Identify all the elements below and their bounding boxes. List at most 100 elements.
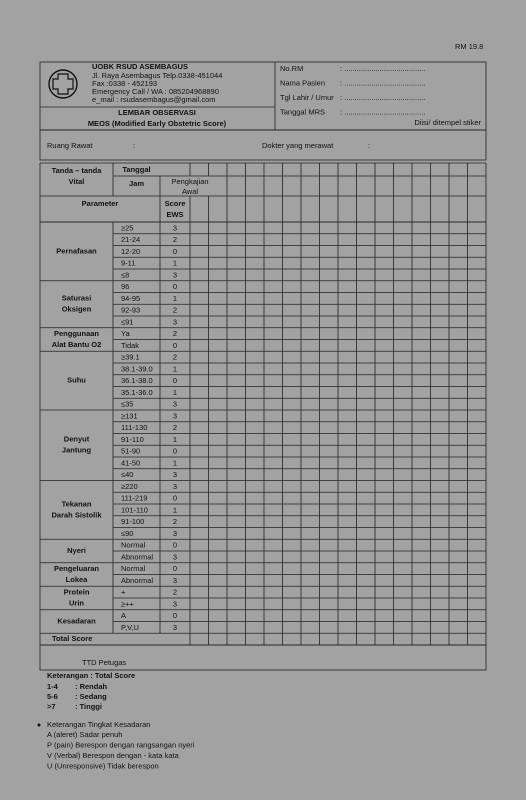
range-cell: Ya	[121, 329, 130, 338]
header-cell: Vital	[69, 177, 85, 186]
legend-level: : Sedang	[75, 692, 107, 701]
header-cell: Jam	[129, 179, 144, 188]
field-value: : ......................................…	[340, 64, 425, 73]
header-cell: Awal	[182, 187, 198, 196]
legend-item: U (Unresponsive) Tidak berespon	[47, 761, 159, 770]
parameter-name: Lokea	[66, 575, 89, 584]
score-cell: 1	[173, 294, 177, 303]
score-cell: 0	[173, 541, 177, 550]
score-cell: 3	[173, 317, 177, 326]
range-cell: ≤91	[121, 317, 133, 326]
hospital-name: UOBK RSUD ASEMBAGUS	[92, 62, 188, 71]
range-cell: ≥220	[121, 482, 138, 491]
range-cell: 101-110	[121, 505, 148, 514]
sticker-note: Diisi/ ditempel stiker	[414, 118, 481, 127]
parameter-name: Darah Sistolik	[51, 510, 102, 519]
range-cell: 91-110	[121, 435, 144, 444]
range-cell: Normal	[121, 541, 146, 550]
range-cell: 94-95	[121, 294, 140, 303]
total-label: Total Score	[52, 634, 92, 643]
header-cell: EWS	[166, 210, 183, 219]
score-cell: 1	[173, 388, 177, 397]
range-cell: Abnormal	[121, 552, 153, 561]
range-cell: 51-90	[121, 447, 140, 456]
field-value: : ......................................…	[340, 78, 425, 87]
logo	[48, 69, 78, 99]
header-cell: Pengkajian	[171, 177, 208, 186]
score-cell: 0	[173, 247, 177, 256]
legend-item: V (Verbal) Berespon dengan - kata kata	[47, 751, 180, 760]
field-value: : ......................................…	[340, 93, 425, 102]
range-cell: 36.1-38.0	[121, 376, 153, 385]
form-title: LEMBAR OBSERVASI	[118, 108, 196, 117]
score-cell: 0	[173, 376, 177, 385]
range-cell: Normal	[121, 564, 146, 573]
range-cell: 111-219	[121, 494, 147, 503]
score-cell: 2	[173, 517, 177, 526]
bullet	[37, 723, 41, 727]
score-cell: 0	[173, 282, 177, 291]
legend-level: : Rendah	[75, 682, 108, 691]
score-cell: 3	[173, 576, 177, 585]
score-cell: 1	[173, 435, 177, 444]
field-value: : ......................................…	[340, 107, 425, 116]
score-cell: 3	[173, 623, 177, 632]
legend-item: P (pain) Berespon dengan rangsangan nyer…	[47, 740, 195, 749]
score-cell: 0	[173, 447, 177, 456]
parameter-name: Pernafasan	[56, 246, 97, 255]
range-cell: ≤40	[121, 470, 133, 479]
parameter-name: Suhu	[67, 376, 86, 385]
address-line: Fax :0338 - 452193	[92, 79, 157, 88]
field-label: Tanggal MRS	[280, 107, 325, 116]
info-colon: :	[368, 141, 370, 150]
range-cell: +	[121, 588, 126, 597]
info-label: Dokter yang merawat	[262, 141, 334, 150]
range-cell: 92-93	[121, 306, 140, 315]
range-cell: 111-130	[121, 423, 147, 432]
score-cell: 3	[173, 470, 177, 479]
form-subtitle: MEOS (Modified Early Obstetric Score)	[88, 119, 227, 128]
signature-label: TTD Petugas	[82, 658, 126, 667]
parameter-name: Denyut	[64, 435, 90, 444]
info-colon: :	[133, 141, 135, 150]
legend-range: 1-4	[47, 682, 59, 691]
score-cell: 3	[173, 400, 177, 409]
range-cell: ≥131	[121, 411, 138, 420]
address-line: Jl. Raya Asembagus Telp.0338-451044	[92, 71, 222, 80]
range-cell: ≥++	[121, 599, 134, 608]
legend-level: : Tinggi	[75, 702, 102, 711]
legend-item: A (aleret) Sadar penuh	[47, 730, 122, 739]
score-cell: 2	[173, 353, 177, 362]
score-cell: 0	[173, 611, 177, 620]
score-cell: 3	[173, 270, 177, 279]
score-cell: 1	[173, 259, 177, 268]
header-cell: Parameter	[82, 199, 119, 208]
parameter-name: Alat Bantu O2	[52, 340, 102, 349]
parameter-name: Urin	[69, 598, 84, 607]
score-cell: 0	[173, 564, 177, 573]
legend-title: Keterangan : Total Score	[47, 671, 135, 680]
info-label: Ruang Rawat	[47, 141, 93, 150]
header-cell: Score	[165, 199, 186, 208]
range-cell: Tidak	[121, 341, 139, 350]
score-cell: 2	[173, 423, 177, 432]
legend-range: >7	[47, 702, 56, 711]
range-cell: Abnormal	[121, 576, 153, 585]
range-cell: A	[121, 611, 126, 620]
score-cell: 0	[173, 341, 177, 350]
field-label: Nama Pasien	[280, 78, 325, 87]
parameter-name: Tekanan	[62, 499, 92, 508]
score-cell: 3	[173, 599, 177, 608]
field-label: Tgl Lahir / Umur	[280, 93, 334, 102]
score-cell: 2	[173, 235, 177, 244]
score-cell: 2	[173, 588, 177, 597]
range-cell: 21-24	[121, 235, 140, 244]
range-cell: 9-11	[121, 259, 135, 268]
form-code: RM 19.8	[455, 42, 483, 51]
header-cell: Tanda – tanda	[52, 166, 103, 175]
parameter-name: Jantung	[62, 446, 92, 455]
range-cell: 35.1-36.0	[121, 388, 153, 397]
